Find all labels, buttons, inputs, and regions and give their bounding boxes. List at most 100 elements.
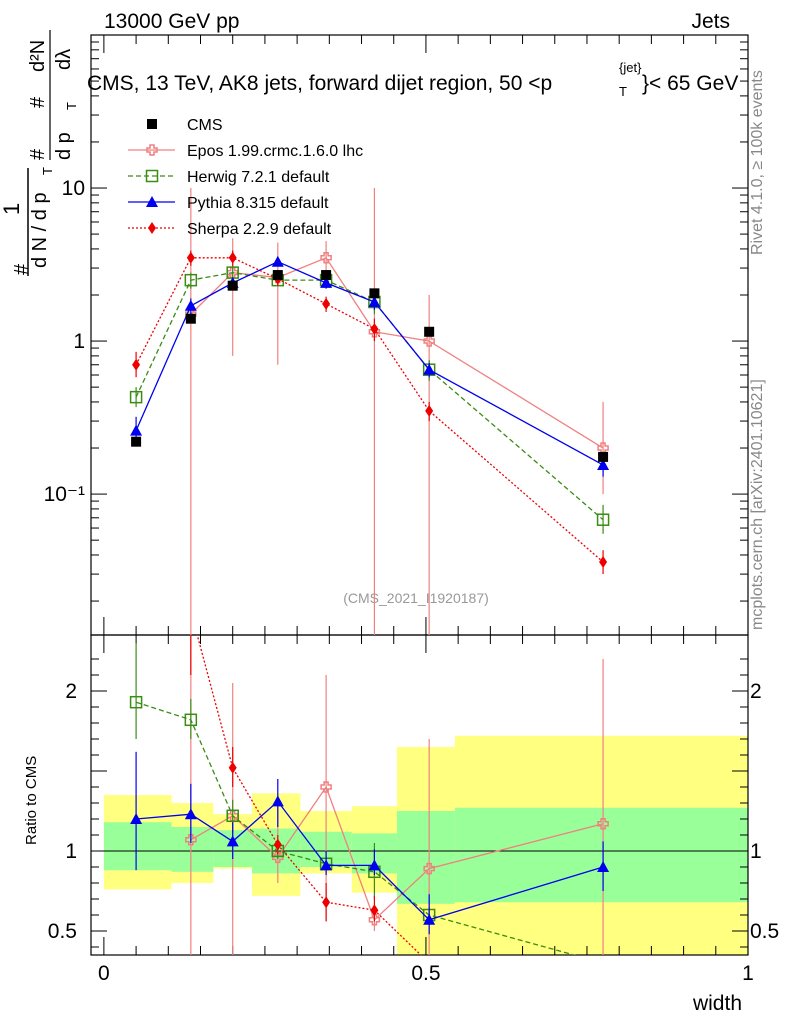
ratio-line-sherpa: [196, 635, 422, 955]
y-axis-label-ratio: Ratio to CMS: [23, 756, 40, 845]
band-green-1: [171, 827, 214, 872]
point-pythia: [184, 299, 197, 311]
point-cms: [598, 451, 609, 462]
point-sherpa: [186, 251, 195, 264]
legend-label-pythia: Pythia 8.315 default: [187, 195, 329, 212]
point-cms: [369, 288, 380, 299]
ylabel-T: T: [40, 167, 55, 175]
point-pythia: [271, 255, 284, 267]
ratio-series-sherpa: [132, 493, 607, 983]
main-panel-frame: 10⁻¹ 1 10: [44, 34, 749, 636]
point-sherpa: [228, 251, 237, 264]
ratio-point-herwig: [598, 958, 609, 969]
side-label-mcplots: mcplots.cern.ch [arXiv:2401.10621]: [749, 379, 766, 630]
ylabel-num: d²N: [27, 40, 49, 72]
ylabel-den: d p: [53, 132, 75, 160]
ratio-point-pythia: [368, 859, 381, 871]
point-sherpa: [599, 555, 608, 568]
header-category: Jets: [691, 10, 730, 33]
legend-marker-epos: [146, 144, 158, 156]
y-ratio-tick-label-right: 2: [750, 680, 762, 703]
ratio-point-sherpa: [370, 904, 379, 917]
series-pythia: [130, 255, 610, 477]
y-ratio-tick-label-right: 1: [750, 840, 762, 863]
ratio-line-pythia: [136, 800, 604, 921]
line-herwig: [135, 271, 604, 521]
point-cms: [424, 326, 435, 337]
point-pythia: [320, 276, 333, 288]
ratio-point-pythia: [271, 795, 284, 807]
point-epos: [320, 252, 332, 264]
point-sherpa: [370, 322, 379, 335]
plot-title-end: }< 65 GeV: [642, 72, 738, 95]
y-axis-label-main: # 1 d N / d p T # # d²N d p T dλ: [0, 30, 79, 276]
point-pythia: [423, 363, 436, 375]
legend-marker-pythia: [146, 196, 158, 207]
band-green-7: [454, 807, 748, 903]
point-herwig: [184, 273, 198, 287]
ylabel-hash2: #: [27, 148, 49, 160]
point-pythia: [597, 458, 610, 470]
y-ratio-tick-label: 2: [65, 680, 77, 703]
ratio-point-sherpa: [132, 493, 140, 505]
ratio-panel-series: [129, 493, 610, 983]
series-cms: [131, 270, 609, 462]
ratio-point-herwig: [184, 713, 198, 727]
ratio-point-pythia: [130, 813, 143, 824]
legend-marker-cms: [147, 119, 157, 129]
ratio-point-pythia: [423, 913, 436, 925]
y-ratio-tick-label: 1: [65, 840, 77, 863]
point-cms: [321, 270, 332, 281]
ratio-panel-frame: 0.5 0.5 1 1 2 2 0 0.5 1: [48, 35, 779, 985]
ratio-line-herwig: [135, 701, 577, 955]
ratio-point-epos: [320, 781, 332, 793]
main-panel-series: [129, 188, 610, 635]
ylabel-dN: d N / d p: [29, 192, 51, 268]
band-green-0: [103, 822, 172, 871]
analysis-watermark: (CMS_2021_I1920187): [343, 590, 489, 606]
ratio-point-epos: [597, 818, 609, 830]
legend-label-epos: Epos 1.99.crmc.1.6.0 lhc: [187, 143, 363, 160]
y-ratio-tick-label: 0.5: [48, 920, 77, 943]
y-main-tick-label: 1: [73, 330, 85, 353]
legend-label-sherpa: Sherpa 2.2.9 default: [187, 221, 332, 238]
ratio-point-herwig: [129, 695, 143, 709]
legend-label-herwig: Herwig 7.2.1 default: [187, 169, 330, 186]
ylabel-den-T: T: [64, 102, 79, 110]
plot-title-T: T: [619, 84, 627, 99]
point-cms: [227, 280, 238, 291]
point-herwig: [596, 513, 610, 526]
x-tick-label: 0.5: [411, 962, 440, 985]
point-cms: [185, 313, 196, 324]
line-pythia: [135, 260, 604, 466]
x-tick-label: 1: [742, 962, 754, 985]
point-sherpa: [322, 297, 331, 310]
y-main-tick-label: 10: [62, 177, 85, 200]
band-green-6: [396, 811, 455, 904]
ratio-point-pythia: [184, 808, 197, 820]
ratio-frame-rect: [90, 634, 749, 956]
ratio-point-epos: [368, 914, 381, 926]
x-tick-label: 0: [98, 962, 110, 985]
ratio-point-pythia: [597, 861, 610, 872]
ratio-point-sherpa: [322, 896, 331, 909]
legend-marker-herwig: [145, 169, 159, 183]
ratio-point-pythia: [320, 859, 333, 871]
side-label-rivet: Rivet 4.1.0, ≥ 100k events: [749, 70, 766, 255]
point-cms: [272, 270, 283, 281]
ratio-point-sherpa: [228, 761, 237, 774]
ylabel-hash3: #: [27, 96, 49, 108]
ratio-point-herwig: [226, 809, 239, 823]
ratio-point-epos: [423, 862, 435, 875]
series-epos: [185, 188, 609, 635]
point-epos: [423, 335, 435, 347]
ratio-point-epos: [185, 834, 197, 846]
ratio-point-sherpa: [599, 971, 607, 983]
point-sherpa: [132, 358, 141, 371]
y-ratio-tick-label-right: 0.5: [750, 920, 779, 943]
point-herwig: [129, 390, 143, 404]
legend-marker-sherpa: [148, 222, 156, 234]
plot-title-sup: {jet}: [619, 60, 642, 75]
ylabel-den2: dλ: [53, 49, 75, 70]
